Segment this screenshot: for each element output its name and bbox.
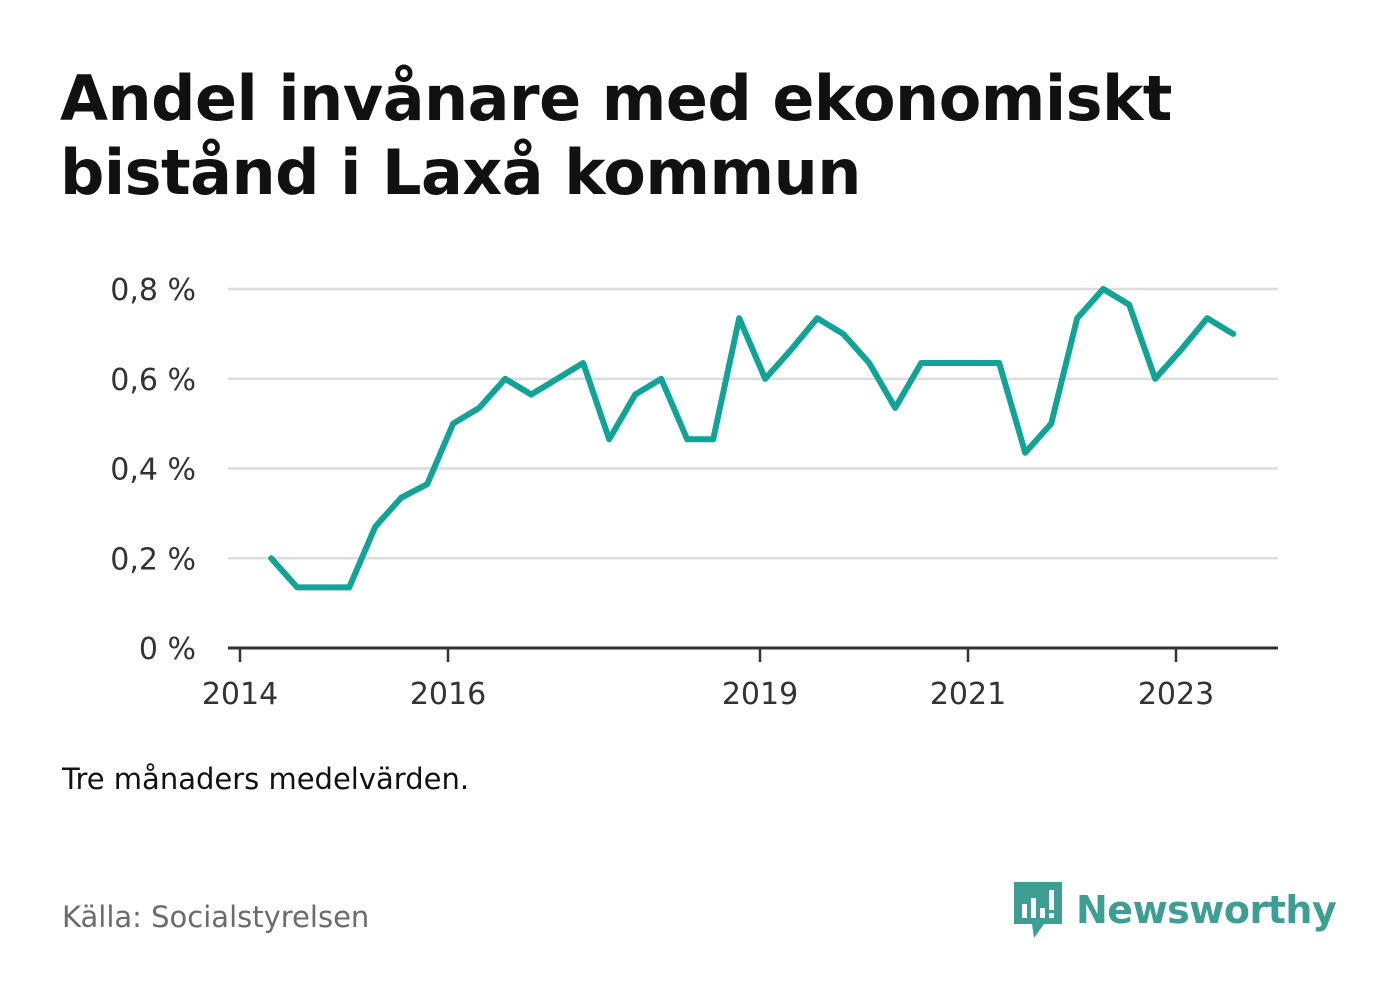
y-tick-label: 0,4 % bbox=[110, 453, 196, 488]
y-axis-tick-labels: 0 % 0,2 % 0,4 % 0,6 % 0,8 % bbox=[110, 273, 196, 667]
x-axis-ticks: 2014 2016 2019 2021 2023 bbox=[202, 648, 1214, 712]
y-tick-label: 0,6 % bbox=[110, 363, 196, 398]
y-tick-label: 0,8 % bbox=[110, 273, 196, 308]
chart-title: Andel invånare med ekonomiskt bistånd i … bbox=[60, 62, 1172, 209]
brand-name: Newsworthy bbox=[1076, 888, 1337, 932]
x-tick-label: 2014 bbox=[202, 677, 278, 712]
data-series-line bbox=[268, 286, 1237, 591]
speech-bubble-bar-chart-icon bbox=[1014, 882, 1062, 938]
newsworthy-logo: Newsworthy bbox=[1012, 880, 1337, 940]
x-tick-label: 2021 bbox=[930, 677, 1006, 712]
x-tick-label: 2019 bbox=[722, 677, 798, 712]
x-tick-label: 2016 bbox=[410, 677, 486, 712]
chart-note: Tre månaders medelvärden. bbox=[62, 762, 470, 796]
x-tick-label: 2023 bbox=[1138, 677, 1214, 712]
y-tick-label: 0,2 % bbox=[110, 542, 196, 577]
source-label: Källa: Socialstyrelsen bbox=[62, 900, 370, 934]
data-points bbox=[271, 289, 1233, 588]
y-tick-label: 0 % bbox=[139, 632, 196, 667]
